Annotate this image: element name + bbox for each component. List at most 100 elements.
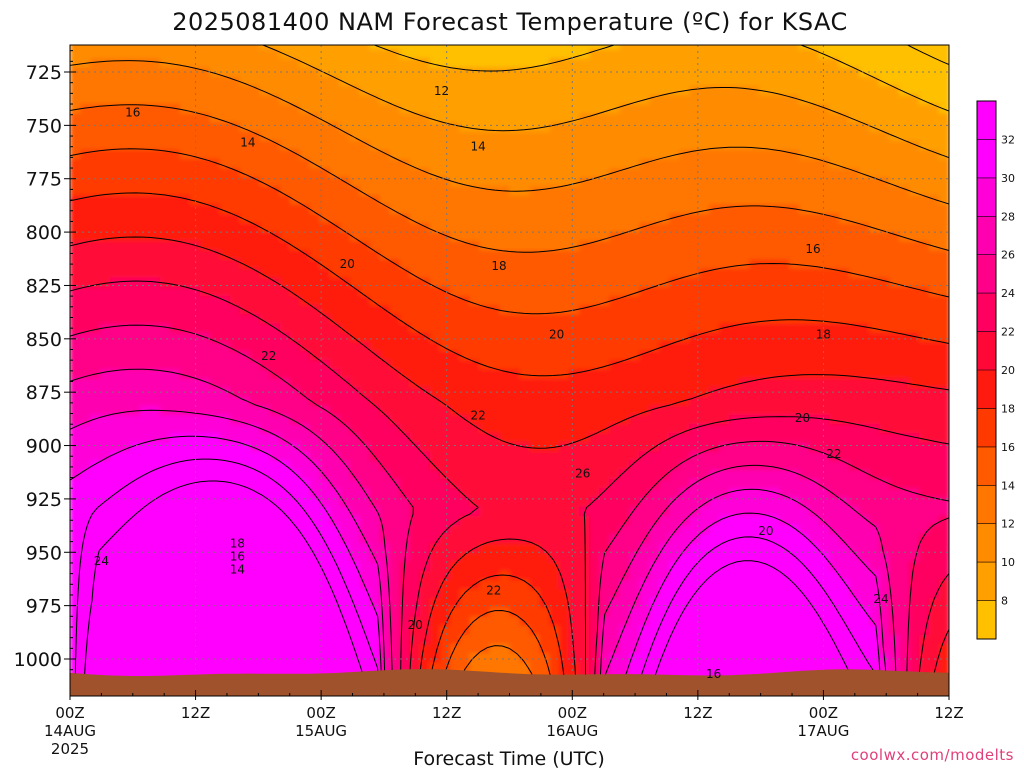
y-tick-label: 800 <box>26 222 62 244</box>
colorbar-swatch <box>977 446 996 486</box>
colorbar-label: 16 <box>1001 441 1015 454</box>
colorbar-swatch <box>977 370 996 409</box>
contour-label: 26 <box>575 466 590 480</box>
contour-label: 16 <box>805 242 820 256</box>
credit-text[interactable]: coolwx.com/modelts <box>851 746 1014 764</box>
colorbar-legend: 8 10 12 14 16 18 20 22 24 26 28 30 32 <box>976 100 1015 640</box>
contour-label: 18 <box>491 259 506 273</box>
y-tick-label: 900 <box>26 436 62 458</box>
x-tick-label: 12Z <box>181 704 210 722</box>
colorbar-label: 24 <box>1001 287 1015 300</box>
x-tick-date-label: 17AUG <box>797 722 849 740</box>
contour-label: 16 <box>125 106 140 120</box>
y-tick-label: 775 <box>26 169 62 191</box>
colorbar-label: 28 <box>1001 210 1015 223</box>
y-tick-label: 950 <box>26 542 62 564</box>
contour-16 <box>70 148 949 681</box>
contour-label: 14 <box>470 140 485 154</box>
y-tick-label: 725 <box>26 62 62 84</box>
colorbar-swatch <box>977 408 996 448</box>
colorbar-swatch <box>977 600 996 640</box>
chart-title: 2025081400 NAM Forecast Temperature (ºC)… <box>172 8 848 36</box>
colorbar-label: 18 <box>1001 402 1015 415</box>
contour-label: 20 <box>340 257 355 271</box>
colorbar-swatch <box>977 293 996 332</box>
y-tick-label: 1000 <box>14 649 62 671</box>
x-tick-label: 00Z <box>55 704 84 722</box>
y-tick-label: 825 <box>26 276 62 298</box>
y-tick-label: 750 <box>26 115 62 137</box>
contour-label: 24 <box>873 592 888 606</box>
x-tick-label: 00Z <box>809 704 838 722</box>
contour-label: 20 <box>795 411 810 425</box>
grid-lines <box>70 45 949 696</box>
x-tick-date-label: 14AUG <box>44 722 96 740</box>
colorbar-label: 26 <box>1001 249 1015 262</box>
contour-label: 16 <box>706 667 721 681</box>
x-tick-date-label: 15AUG <box>295 722 347 740</box>
contour-label: 14 <box>240 135 255 149</box>
y-tick-label: 925 <box>26 489 62 511</box>
colorbar-label: 10 <box>1001 556 1015 569</box>
colorbar-swatch <box>977 177 996 217</box>
contour-label: 20 <box>408 618 423 632</box>
contour-20 <box>70 236 949 681</box>
contour-30 <box>70 435 881 681</box>
contour-lines <box>70 45 949 681</box>
x-tick-label: 00Z <box>558 704 587 722</box>
contour-label: 22 <box>470 409 485 423</box>
colorbar-swatch <box>977 523 996 563</box>
y-axis: 725 750 775 800 825 850 875 900 925 950 975 1000 <box>14 50 76 671</box>
contour-label: 22 <box>486 584 501 598</box>
contour-label: 14 <box>230 562 245 576</box>
contour-label: 22 <box>826 447 841 461</box>
contour-14 <box>70 104 949 681</box>
x-tick-year-label: 2025 <box>51 740 89 758</box>
colorbar-label: 22 <box>1001 326 1015 339</box>
colorbar-label: 32 <box>1001 133 1015 146</box>
colorbar-swatch <box>977 139 996 179</box>
colorbar-swatch <box>977 331 996 371</box>
contour-label: 24 <box>94 554 109 568</box>
colorbar-swatch <box>977 254 996 294</box>
contour-24 <box>70 324 949 681</box>
colorbar-label: 8 <box>1001 595 1008 608</box>
temperature-field <box>70 45 949 682</box>
contour-18 <box>70 192 949 681</box>
contour-label: 18 <box>816 328 831 342</box>
colorbar-swatch <box>977 216 996 256</box>
y-tick-label: 875 <box>26 382 62 404</box>
contour-12 <box>70 60 949 205</box>
colorbar-swatch <box>977 485 996 525</box>
x-tick-label: 12Z <box>934 704 963 722</box>
colorbar-swatch <box>977 101 996 140</box>
contour-32 <box>74 458 877 681</box>
x-axis-title: Forecast Time (UTC) <box>413 748 604 768</box>
plot-area <box>70 45 949 696</box>
y-tick-label: 850 <box>26 329 62 351</box>
contour-label: 22 <box>261 349 276 363</box>
x-tick-label: 12Z <box>683 704 712 722</box>
x-tick-label: 00Z <box>306 704 335 722</box>
contour-label: 20 <box>549 328 564 342</box>
contour-label: 18 <box>230 537 245 551</box>
x-tick-label: 12Z <box>432 704 461 722</box>
contour-34 <box>83 480 854 681</box>
colorbar-label: 30 <box>1001 172 1015 185</box>
colorbar-label: 20 <box>1001 364 1015 377</box>
colorbar-label: 12 <box>1001 518 1015 531</box>
contour-26 <box>70 368 897 681</box>
colorbar-swatch <box>977 562 996 601</box>
y-tick-label: 975 <box>26 596 62 618</box>
surface-terrain <box>70 669 949 696</box>
contour-22 <box>70 280 949 681</box>
x-tick-date-label: 16AUG <box>546 722 598 740</box>
contour-label: 12 <box>434 84 449 98</box>
contour-label: 20 <box>758 524 773 538</box>
contour-label: 16 <box>230 550 245 564</box>
contour-8 <box>372 45 949 112</box>
colorbar-label: 14 <box>1001 479 1015 492</box>
